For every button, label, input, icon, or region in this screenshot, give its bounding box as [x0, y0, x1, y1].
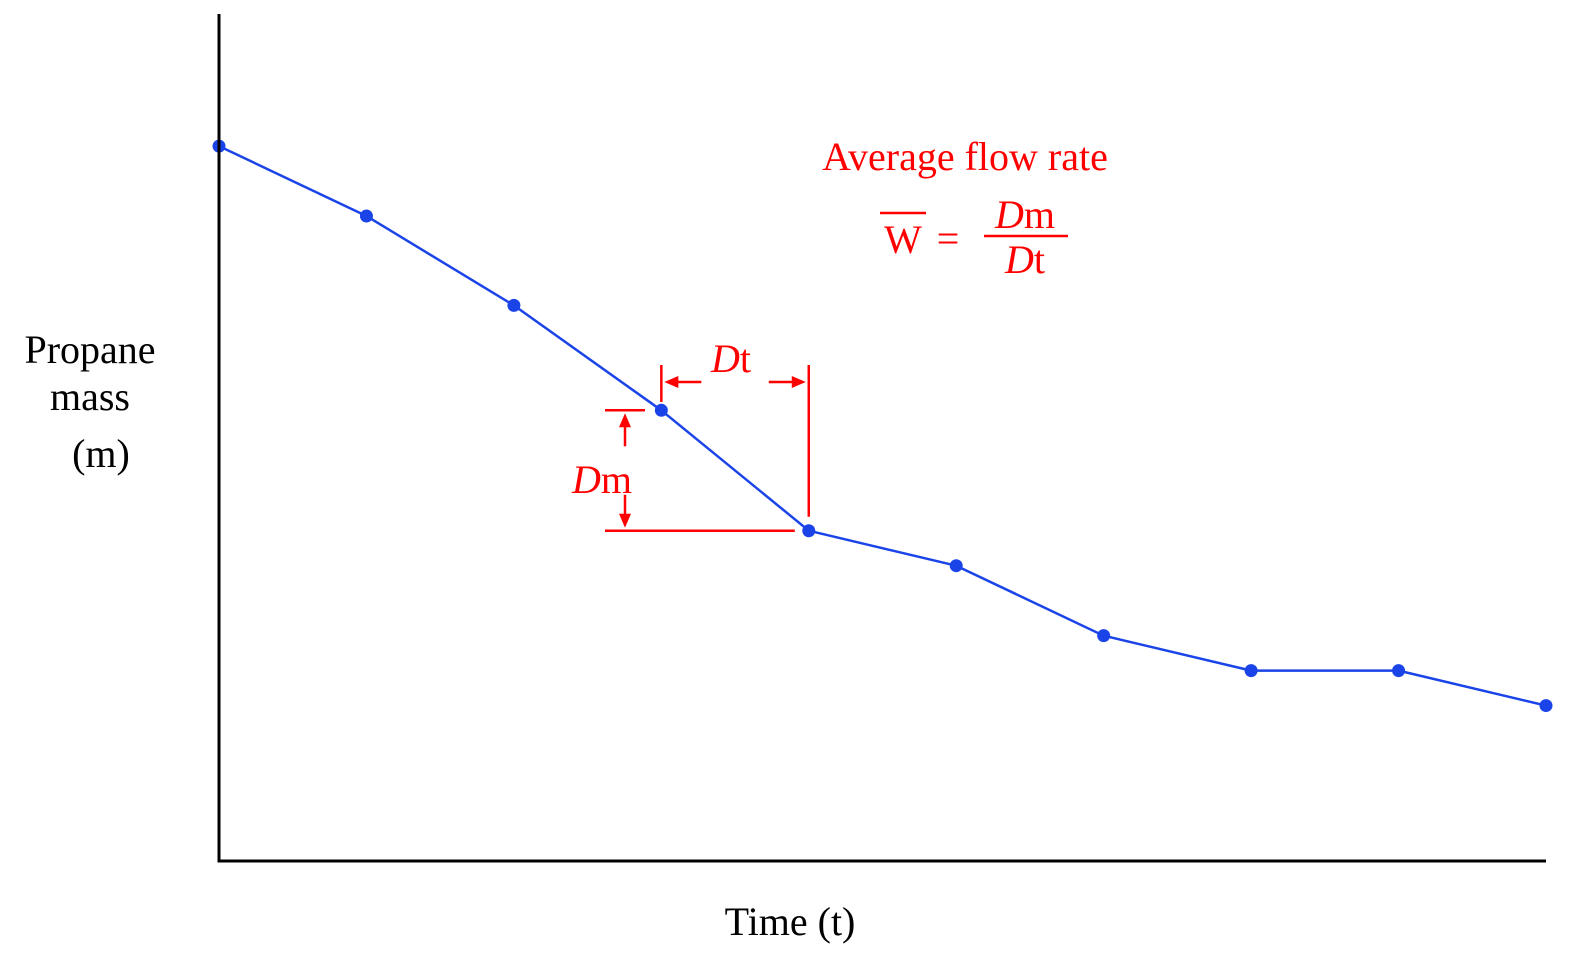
data-point — [802, 524, 816, 538]
formula-numerator-symbol: m — [1024, 192, 1055, 237]
delta-m-label: Dm — [571, 457, 632, 502]
data-point — [949, 559, 963, 573]
y-axis-label-line-3: (m) — [72, 431, 130, 476]
delta-t-left-arrowhead — [664, 376, 679, 388]
delta-t-label-delta: D — [710, 336, 740, 381]
delta-t-annotation: Dt — [660, 336, 811, 517]
delta-m-bottom-arrowhead — [619, 513, 631, 528]
formula-denominator: Dt — [1004, 237, 1045, 282]
delta-t-label: Dt — [710, 336, 751, 381]
formula-numerator: Dm — [994, 192, 1055, 237]
axes — [217, 14, 1546, 863]
data-point — [654, 403, 668, 417]
data-point — [507, 298, 521, 312]
formula-equals: = — [937, 216, 960, 261]
data-point — [359, 209, 373, 223]
data-point — [1539, 699, 1553, 713]
delta-m-label-symbol: m — [601, 457, 632, 502]
points-layer — [212, 139, 1553, 713]
series-line — [218, 144, 1547, 707]
series-layer — [218, 144, 1547, 707]
delta-m-label-delta: D — [571, 457, 601, 502]
y-axis-label: Propane mass (m) — [24, 327, 155, 476]
y-axis-label-line-2: mass — [50, 374, 130, 419]
formula-w: W — [884, 217, 922, 262]
delta-m-annotation: Dm — [571, 409, 795, 532]
y-axis-label-line-1: Propane — [24, 327, 155, 372]
data-point — [1097, 629, 1111, 643]
data-point — [1244, 664, 1258, 678]
delta-t-label-symbol: t — [740, 336, 751, 381]
x-axis-label: Time (t) — [725, 899, 856, 944]
data-point — [1392, 664, 1406, 678]
delta-m-top-arrowhead — [619, 413, 631, 428]
formula-title: Average flow rate — [822, 134, 1108, 179]
average-flow-rate-formula: Average flow rate W = Dm Dt — [822, 134, 1108, 282]
delta-t-right-arrowhead — [791, 376, 806, 388]
formula-denominator-delta: D — [1004, 237, 1034, 282]
formula-numerator-delta: D — [994, 192, 1024, 237]
formula-denominator-symbol: t — [1034, 237, 1045, 282]
